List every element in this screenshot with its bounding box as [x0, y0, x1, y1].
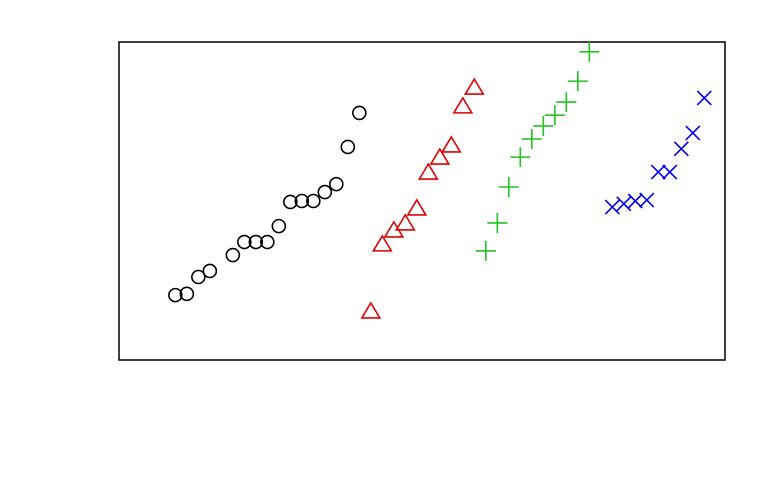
point — [685, 125, 701, 141]
point — [639, 192, 655, 208]
point — [360, 301, 382, 319]
point — [260, 234, 275, 250]
point — [406, 198, 428, 216]
point — [237, 234, 252, 250]
point — [487, 212, 508, 233]
point — [579, 41, 600, 62]
point — [604, 199, 620, 215]
point — [417, 162, 439, 180]
point — [498, 177, 519, 198]
point — [191, 269, 206, 285]
point — [673, 141, 689, 157]
point — [475, 240, 496, 261]
point — [616, 196, 632, 212]
point — [696, 90, 712, 106]
point — [271, 218, 287, 234]
point — [329, 176, 344, 192]
point — [510, 147, 531, 168]
point — [317, 184, 333, 200]
point — [533, 115, 554, 136]
point — [394, 213, 416, 231]
point — [294, 193, 310, 209]
point — [340, 139, 356, 155]
point — [429, 147, 451, 165]
point — [452, 96, 474, 114]
point — [440, 135, 462, 153]
point — [662, 164, 678, 180]
point — [179, 286, 195, 302]
point — [371, 234, 393, 252]
point — [463, 77, 485, 95]
plot-box — [118, 41, 726, 361]
point — [352, 105, 367, 121]
point — [544, 105, 565, 126]
point — [556, 92, 577, 113]
point — [225, 247, 241, 263]
point — [650, 164, 666, 180]
point — [168, 287, 183, 303]
point — [248, 234, 264, 250]
point — [202, 263, 218, 279]
point — [521, 128, 542, 149]
point — [627, 193, 643, 209]
point — [306, 193, 321, 209]
point — [567, 71, 588, 92]
point — [283, 194, 298, 210]
